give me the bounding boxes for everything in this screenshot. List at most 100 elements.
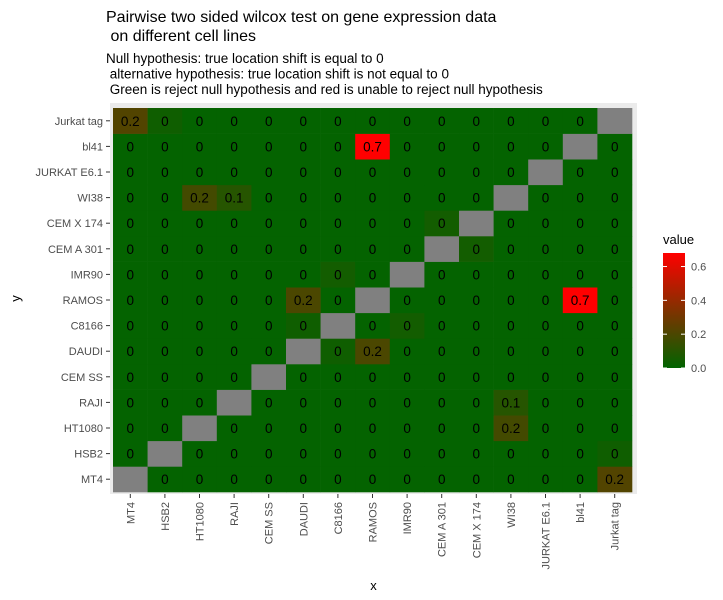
cell-value-label: 0: [196, 114, 204, 129]
cell-value-label: 0: [438, 395, 446, 410]
heatmap-cell: [597, 210, 633, 237]
heatmap-cell: [562, 210, 598, 237]
cell-value-label: 0: [196, 139, 204, 154]
cell-value-label: 0: [438, 447, 446, 462]
cell-value-label: 0: [161, 395, 169, 410]
cell-value-label: 0: [127, 293, 135, 308]
cell-value-label: 0: [300, 447, 308, 462]
heatmap-cell: [459, 389, 494, 416]
cell-value-label: 0: [611, 216, 619, 231]
heatmap-cell: [147, 389, 183, 416]
heatmap-cell: [562, 338, 598, 365]
heatmap-cell: [251, 184, 287, 211]
heatmap-cell: [251, 108, 287, 134]
cell-value-label: 0: [265, 114, 273, 129]
cell-value-label: 0: [334, 421, 342, 436]
cell-value-label: 0: [542, 139, 550, 154]
heatmap-cell: [528, 261, 564, 288]
cell-value-label: 0: [161, 472, 169, 487]
cell-value-label: 0: [334, 139, 342, 154]
heatmap-cell: [216, 287, 252, 314]
cell-value-label: 0.2: [294, 293, 313, 308]
heatmap-cell: [389, 364, 425, 390]
y-tick-label: C8166: [71, 321, 103, 333]
heatmap-cell: [355, 133, 391, 160]
legend-colorbar: [663, 253, 685, 368]
x-axis-ticks: MT4 HSB2 HT1080 RAJI CEM SS DAUDI C8166 RAMOS IM…: [125, 494, 622, 569]
cell-value-label: 0: [127, 370, 135, 385]
heatmap-cell: [182, 364, 218, 390]
cell-value-label: 0: [438, 165, 446, 180]
cell-value-label: 0: [196, 293, 204, 308]
cell-value-label: 0: [542, 370, 550, 385]
cell-value-label: 0: [507, 319, 515, 334]
heatmap-cell: [389, 415, 425, 442]
cell-value-label: 0: [161, 421, 169, 436]
heatmap-cell: [251, 364, 287, 390]
heatmap-cell: [424, 312, 460, 339]
cell-value-label: 0: [334, 344, 342, 359]
heatmap-cell: [493, 184, 529, 211]
heatmap-cell: [528, 312, 564, 339]
cell-value-label: 0: [300, 114, 308, 129]
cell-value-label: 0: [265, 216, 273, 231]
cell-value-label: 0: [369, 447, 377, 462]
heatmap-cell: [389, 338, 425, 365]
cell-value-label: 0: [161, 216, 169, 231]
heatmap-cell: [286, 133, 321, 160]
cell-value-label: 0: [542, 472, 550, 487]
heatmap-cell: [320, 440, 356, 467]
cell-value-label: 0: [230, 139, 238, 154]
heatmap-cell: [528, 415, 564, 442]
cell-value-label: 0: [196, 370, 204, 385]
heatmap-cell: [528, 287, 564, 314]
cell-value-label: 0: [611, 447, 619, 462]
heatmap-cell: [424, 440, 460, 467]
heatmap-cell: [355, 466, 391, 493]
heatmap-cell: [493, 466, 529, 493]
cell-value-label: 0: [403, 165, 411, 180]
cell-value-label: 0: [369, 242, 377, 257]
heatmap-cell: [355, 312, 391, 339]
heatmap-cell: [355, 159, 391, 186]
heatmap-cell: [147, 440, 183, 467]
heatmap-cell: [320, 389, 356, 416]
cell-value-label: 0: [542, 447, 550, 462]
cell-value-label: 0: [542, 421, 550, 436]
heatmap-cell: [424, 364, 460, 390]
heatmap-cell: [216, 440, 252, 467]
cell-value-label: 0: [403, 344, 411, 359]
x-tick-label: RAJI: [229, 502, 241, 526]
heatmap-cell: [459, 312, 494, 339]
heatmap-cell: [424, 415, 460, 442]
cell-value-label: 0: [196, 267, 204, 282]
heatmap-cell: [355, 236, 391, 262]
y-tick-label: CEM A 301: [48, 244, 103, 256]
cell-value-label: 0: [576, 191, 584, 206]
cell-value-label: 0: [507, 267, 515, 282]
heatmap-cell: [562, 466, 598, 493]
cell-value-label: 0: [369, 395, 377, 410]
heatmap-cell: [251, 440, 287, 467]
heatmap-cell: [355, 415, 391, 442]
cell-value-label: 0: [576, 114, 584, 129]
cell-value-label: 0: [576, 370, 584, 385]
heatmap-cell: [459, 287, 494, 314]
heatmap-cell: [355, 338, 391, 365]
heatmap-cell: [216, 261, 252, 288]
heatmap-cell: [597, 389, 633, 416]
cell-value-label: 0: [161, 370, 169, 385]
heatmap-cell: [182, 133, 218, 160]
cell-value-label: 0: [507, 447, 515, 462]
heatmap-cell: [528, 184, 564, 211]
heatmap-cell: [113, 133, 148, 160]
subtitle-line-2: Green is reject null hypothesis and red …: [106, 82, 543, 97]
heatmap-cell: [286, 440, 321, 467]
cell-value-label: 0.2: [363, 344, 382, 359]
y-tick-label: bl41: [82, 141, 103, 153]
cell-value-label: 0: [300, 421, 308, 436]
legend: value 0.0 0.2 0.4 0.6: [663, 232, 706, 375]
cell-value-label: 0: [438, 370, 446, 385]
cell-value-label: 0: [473, 114, 481, 129]
